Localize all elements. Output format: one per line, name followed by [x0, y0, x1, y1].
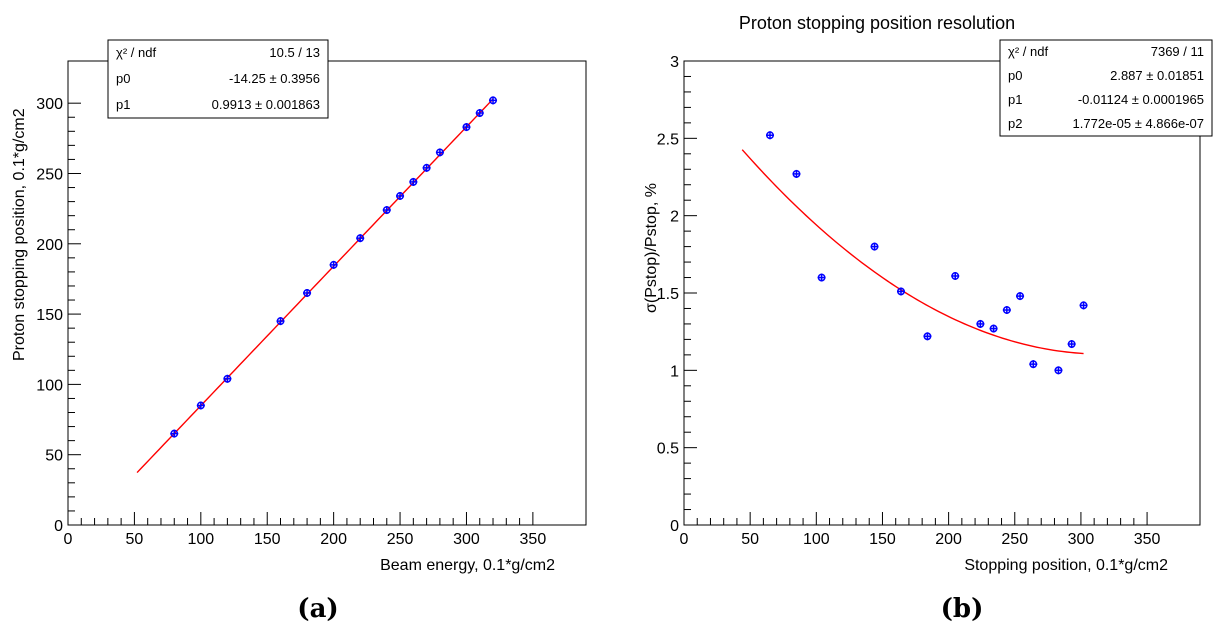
x-tick-label-a: 50 [126, 531, 144, 548]
stats-value-a: 0.9913 ± 0.001863 [212, 97, 320, 112]
data-point-b [1079, 301, 1088, 310]
stats-label-a: χ² / ndf [116, 45, 156, 60]
data-point-a [356, 234, 365, 243]
y-tick-label-a: 0 [54, 518, 63, 535]
stats-label-a: p1 [116, 97, 130, 112]
data-point-a [396, 191, 405, 200]
data-point-a [422, 163, 431, 172]
chart-title-b: Proton stopping position resolution [739, 13, 1015, 33]
y-tick-label-a: 300 [36, 96, 63, 113]
y-tick-label-b: 2.5 [657, 131, 679, 148]
data-points-b [766, 131, 1088, 375]
data-point-b [1054, 366, 1063, 375]
data-point-a [303, 289, 312, 297]
data-point-a [196, 401, 205, 410]
stats-label-b: p2 [1008, 116, 1022, 131]
stats-box-b: χ² / ndf 7369 / 11 p0 2.887 ± 0.01851 p1 -0.0… [999, 39, 1213, 137]
y-axis-title-a: Proton stopping position, 0.1*g/cm2 [11, 108, 28, 361]
x-tick-label-a: 250 [387, 531, 414, 548]
fit-line-b [741, 149, 1084, 355]
data-point-b [870, 242, 879, 251]
caption-b: (b) [941, 594, 984, 624]
data-point-b [976, 319, 985, 328]
x-axis-title-b: Stopping position, 0.1*g/cm2 [964, 557, 1168, 574]
data-point-a [382, 206, 391, 215]
data-point-b [896, 287, 905, 296]
panel-a: 0 50 100 150 200 250 300 350 0 50 100 150 200 250 300… [11, 39, 587, 624]
panel-b: Proton stopping position resolution 0 50 1… [643, 13, 1213, 624]
stats-value-b: 2.887 ± 0.01851 [1110, 68, 1204, 83]
x-tick-label-b: 250 [1001, 531, 1028, 548]
stats-box-frame-a [107, 39, 329, 119]
data-point-a [435, 148, 444, 157]
x-tick-label-b: 200 [935, 531, 962, 548]
data-point-b [923, 332, 932, 341]
stats-label-b: p0 [1008, 68, 1022, 83]
caption-a: (a) [297, 594, 338, 624]
data-points-a [170, 96, 498, 438]
x-axis-b: 0 50 100 150 200 250 300 350 [680, 512, 1161, 548]
fit-curve-b [741, 149, 1084, 355]
data-point-a [489, 96, 498, 105]
data-point-b [951, 271, 960, 280]
x-tick-label-b: 150 [869, 531, 896, 548]
data-point-b [1016, 292, 1025, 301]
x-tick-label-a: 300 [453, 531, 480, 548]
data-point-b [766, 131, 774, 140]
stats-label-a: p0 [116, 71, 130, 86]
data-point-b [1002, 306, 1011, 315]
y-tick-label-b: 0 [670, 518, 679, 535]
stats-box-frame-b [999, 39, 1213, 137]
y-tick-label-a: 200 [36, 237, 63, 254]
x-tick-label-a: 150 [254, 531, 281, 548]
stats-label-b: χ² / ndf [1008, 44, 1048, 59]
data-point-b [1029, 360, 1038, 369]
data-point-a [462, 123, 471, 132]
stats-label-b: p1 [1008, 92, 1022, 107]
x-axis-a: 0 50 100 150 200 250 300 350 [64, 512, 547, 548]
x-tick-label-b: 0 [680, 531, 689, 548]
y-tick-label-b: 0.5 [657, 441, 679, 458]
y-axis-title-b: σ(Pstop)/Pstop, % [643, 183, 660, 313]
y-tick-label-b: 1 [670, 363, 679, 380]
stats-value-b: 7369 / 11 [1151, 44, 1204, 59]
y-tick-label-a: 150 [36, 307, 63, 324]
x-tick-label-b: 350 [1134, 531, 1161, 548]
stats-value-a: -14.25 ± 0.3956 [229, 71, 320, 86]
y-axis-b: 0 0.5 1 1.5 2 2.5 3 [657, 54, 697, 535]
x-tick-label-b: 300 [1068, 531, 1095, 548]
stats-value-b: 1.772e-05 ± 4.866e-07 [1073, 116, 1204, 131]
x-axis-title-a: Beam energy, 0.1*g/cm2 [380, 557, 555, 574]
y-tick-label-a: 100 [36, 377, 63, 394]
data-point-b [989, 324, 998, 333]
data-point-a [475, 109, 484, 118]
x-tick-label-b: 50 [741, 531, 759, 548]
x-tick-label-a: 100 [187, 531, 214, 548]
stats-value-b: -0.01124 ± 0.0001965 [1078, 92, 1204, 107]
stats-box-a: χ² / ndf 10.5 / 13 p0 -14.25 ± 0.3956 p1 0.99… [107, 39, 329, 119]
data-point-a [223, 374, 232, 383]
fit-line-a [136, 98, 494, 474]
x-tick-label-b: 100 [803, 531, 830, 548]
data-point-a [409, 177, 418, 186]
data-point-b [817, 273, 826, 282]
x-tick-label-a: 0 [64, 531, 73, 548]
stats-value-a: 10.5 / 13 [269, 45, 320, 60]
data-point-a [276, 317, 285, 326]
data-point-a [329, 260, 338, 269]
x-tick-label-a: 200 [320, 531, 347, 548]
data-point-b [792, 169, 801, 178]
x-tick-label-a: 350 [520, 531, 547, 548]
y-tick-label-a: 50 [45, 448, 63, 465]
data-point-b [1067, 340, 1076, 349]
y-tick-label-b: 2 [670, 209, 679, 226]
y-axis-a: 0 50 100 150 200 250 300 [36, 96, 81, 535]
y-tick-label-b: 1.5 [657, 286, 679, 303]
fit-curve-a [136, 98, 494, 474]
y-tick-label-a: 250 [36, 166, 63, 183]
data-point-a [170, 429, 179, 438]
plot-frame-a [67, 60, 587, 526]
y-tick-label-b: 3 [670, 54, 679, 71]
